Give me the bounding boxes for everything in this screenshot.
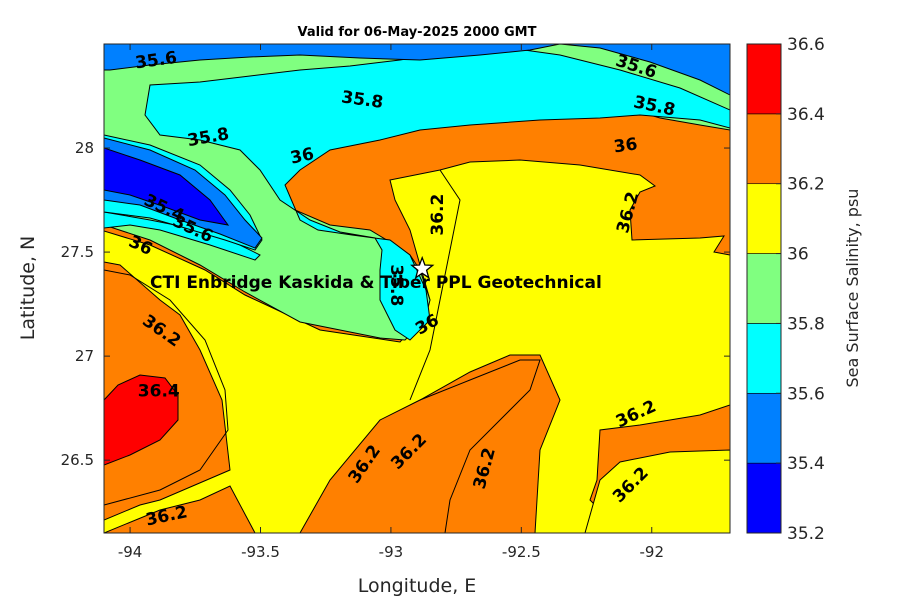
colorbar-band — [746, 183, 782, 254]
colorbar: 36.6 36.4 36.2 36 35.8 35.6 35.4 35.2 Sea Surfa… — [746, 35, 862, 544]
star-icon — [410, 255, 435, 280]
x-axis: -94 -93.5 -93 -92.5 -92 Longitude, E — [118, 44, 664, 597]
x-tick-label: -93 — [379, 543, 404, 561]
y-tick-label: 27.5 — [61, 243, 94, 261]
band-36-4 — [104, 374, 179, 466]
map-frame — [103, 43, 731, 534]
x-tick-label: -93.5 — [241, 543, 280, 561]
band-36-0-southeast — [584, 449, 730, 533]
colorbar-tick-label: 35.8 — [787, 314, 825, 334]
colorbar-tick-label: 36.2 — [787, 175, 825, 195]
y-tick-label: 28 — [75, 139, 94, 157]
contour-label: 36.2 — [428, 194, 448, 236]
y-axis: 28 27.5 27 26.5 Latitude, N — [17, 139, 730, 469]
contour-label: 36.4 — [138, 382, 180, 402]
map-title: Valid for 06-May-2025 2000 GMT — [298, 25, 537, 40]
y-tick-label: 27 — [75, 347, 94, 365]
y-tick-label: 26.5 — [61, 451, 94, 469]
colorbar-tick-label: 35.6 — [787, 384, 825, 404]
colorbar-tick-label: 36.4 — [787, 105, 825, 125]
x-tick-label: -92.5 — [502, 543, 541, 561]
contour-label: 36 — [613, 134, 639, 157]
contour-label: 36 — [289, 144, 316, 168]
colorbar-tick-label: 36 — [787, 245, 809, 265]
contour-field — [104, 44, 730, 533]
band-35-2 — [104, 147, 230, 226]
colorbar-tick-label: 35.4 — [787, 454, 825, 474]
band-35-4-north — [104, 44, 730, 96]
band-36-0 — [104, 159, 730, 533]
x-axis-label: Longitude, E — [358, 575, 477, 597]
contour-label: 35.8 — [386, 264, 406, 306]
colorbar-frame — [746, 43, 782, 534]
colorbar-band — [746, 323, 782, 394]
colorbar-band — [746, 462, 782, 534]
colorbar-band — [746, 392, 782, 464]
colorbar-band — [746, 113, 782, 185]
colorbar-tick-label: 35.2 — [787, 524, 825, 544]
colorbar-label: Sea Surface Salinity, psu — [843, 189, 862, 388]
site-label: CTI Enbridge Kaskida & Tiber PPL Geotech… — [150, 273, 602, 293]
x-tick-label: -92 — [640, 543, 665, 561]
x-tick-label: -94 — [118, 543, 143, 561]
site-marker — [410, 255, 435, 280]
colorbar-tick-label: 36.6 — [787, 35, 825, 55]
colorbar-band — [746, 253, 782, 324]
y-axis-label: Latitude, N — [17, 236, 39, 341]
colorbar-band — [746, 43, 782, 115]
